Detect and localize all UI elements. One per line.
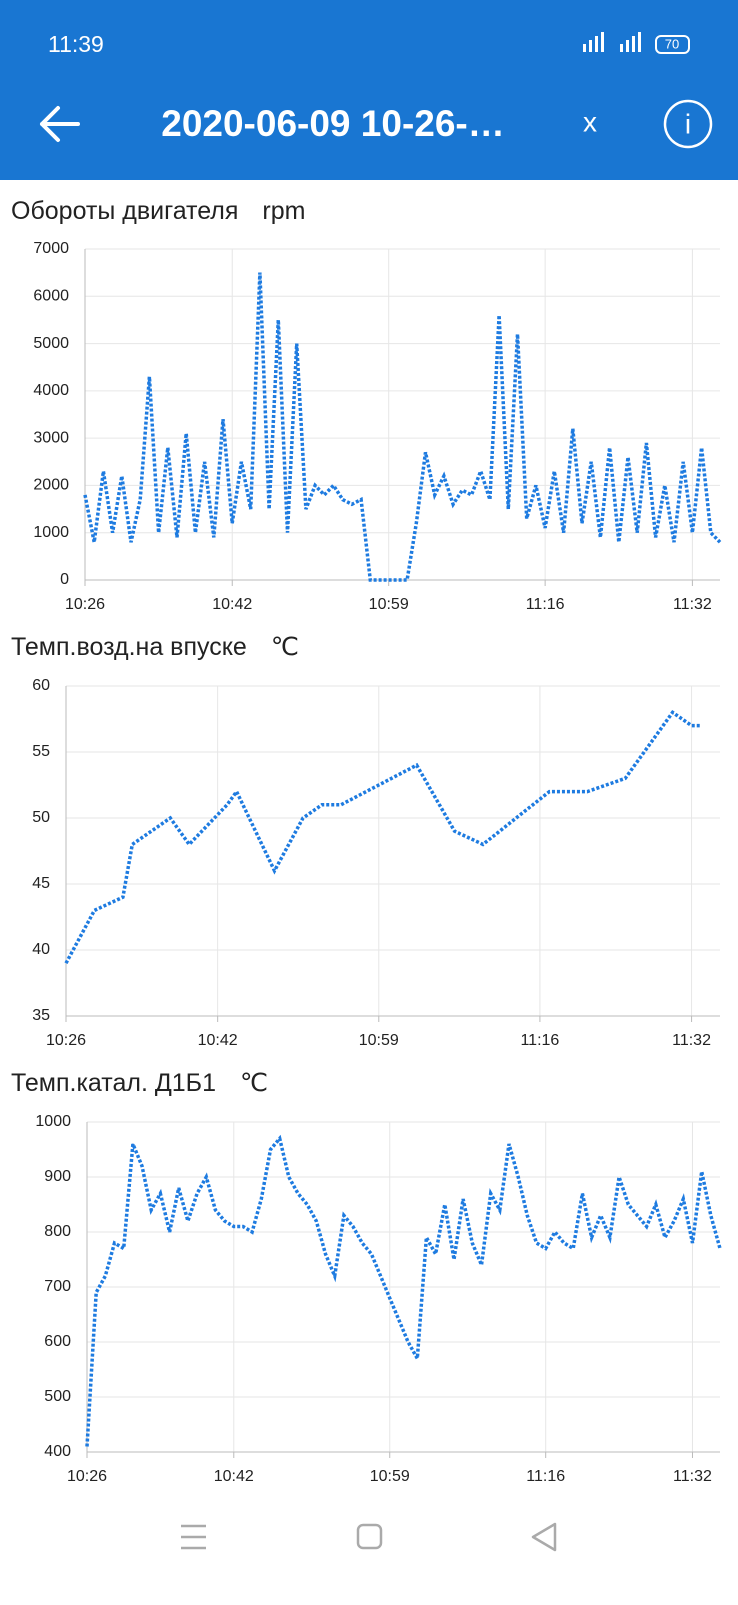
status-time: 11:39 xyxy=(48,31,104,57)
data-line xyxy=(83,272,722,582)
y-tick-label: 900 xyxy=(44,1168,71,1185)
y-tick-label: 0 xyxy=(60,571,69,588)
x-tick-label: 10:42 xyxy=(214,1468,254,1485)
x-tick-label: 10:59 xyxy=(369,596,409,613)
x-tick-label: 10:59 xyxy=(359,1032,399,1049)
chart-title-text: Обороты двигателя xyxy=(11,197,238,225)
y-tick-label: 40 xyxy=(32,941,50,958)
y-tick-label: 45 xyxy=(32,875,50,892)
x-tick-label: 11:16 xyxy=(520,1032,559,1049)
x-tick-label: 11:16 xyxy=(526,596,565,613)
chart-title: Темп.катал. Д1Б1 ℃ xyxy=(11,1069,268,1097)
unit-label: ℃ xyxy=(240,1069,268,1097)
y-tick-label: 7000 xyxy=(33,240,69,257)
unit-label: rpm xyxy=(262,197,305,225)
y-tick-label: 6000 xyxy=(33,288,69,305)
app-title: 2020-06-09 10-26-… xyxy=(161,103,505,144)
info-button[interactable] xyxy=(663,99,713,149)
close-button[interactable]: x xyxy=(583,106,597,137)
y-tick-label: 60 xyxy=(32,677,50,694)
y-tick-label: 700 xyxy=(44,1278,71,1295)
chart-title-text: Темп.возд.на впуске xyxy=(11,633,247,661)
nav-back[interactable] xyxy=(531,1522,557,1552)
y-tick-label: 5000 xyxy=(33,335,69,352)
x-tick-label: 11:32 xyxy=(673,596,712,613)
x-tick-label: 11:16 xyxy=(526,1468,565,1485)
battery-level: 70 xyxy=(665,36,679,51)
info-icon: i xyxy=(685,108,691,139)
y-tick-label: 1000 xyxy=(33,524,69,541)
y-tick-label: 55 xyxy=(32,743,50,760)
nav-home[interactable] xyxy=(356,1523,383,1550)
battery-icon xyxy=(655,35,690,54)
charts: Обороты двигателя rpm 0 1000 2000 3000 4000 500… xyxy=(11,197,722,1485)
nav-menu[interactable] xyxy=(181,1524,206,1550)
y-tick-label: 400 xyxy=(44,1443,71,1460)
y-tick-label: 800 xyxy=(44,1223,71,1240)
y-tick-label: 2000 xyxy=(33,477,69,494)
data-line xyxy=(85,1134,722,1447)
x-tick-label: 11:32 xyxy=(673,1468,712,1485)
y-tick-label: 3000 xyxy=(33,429,69,446)
chart-title: Темп.возд.на впуске ℃ xyxy=(11,633,299,661)
unit-label: ℃ xyxy=(271,633,299,661)
x-tick-label: 10:26 xyxy=(67,1468,107,1485)
x-tick-label: 10:26 xyxy=(65,596,105,613)
app-bar-bg xyxy=(0,0,738,180)
x-tick-label: 11:32 xyxy=(672,1032,711,1049)
x-tick-label: 10:59 xyxy=(370,1468,410,1485)
chart-title-text: Темп.катал. Д1Б1 xyxy=(11,1069,216,1097)
x-tick-label: 10:26 xyxy=(46,1032,86,1049)
chart-title: Обороты двигателя rpm xyxy=(11,197,305,225)
x-tick-label: 10:42 xyxy=(198,1032,238,1049)
y-tick-label: 4000 xyxy=(33,382,69,399)
back-button[interactable] xyxy=(40,106,80,142)
y-tick-label: 50 xyxy=(32,809,50,826)
x-tick-label: 10:42 xyxy=(212,596,252,613)
nav-bar xyxy=(181,1522,557,1552)
data-line xyxy=(64,709,701,965)
y-tick-label: 1000 xyxy=(35,1113,71,1130)
y-tick-label: 600 xyxy=(44,1333,71,1350)
y-tick-label: 500 xyxy=(44,1388,71,1405)
y-tick-label: 35 xyxy=(32,1007,50,1024)
signal-icons xyxy=(583,32,641,52)
